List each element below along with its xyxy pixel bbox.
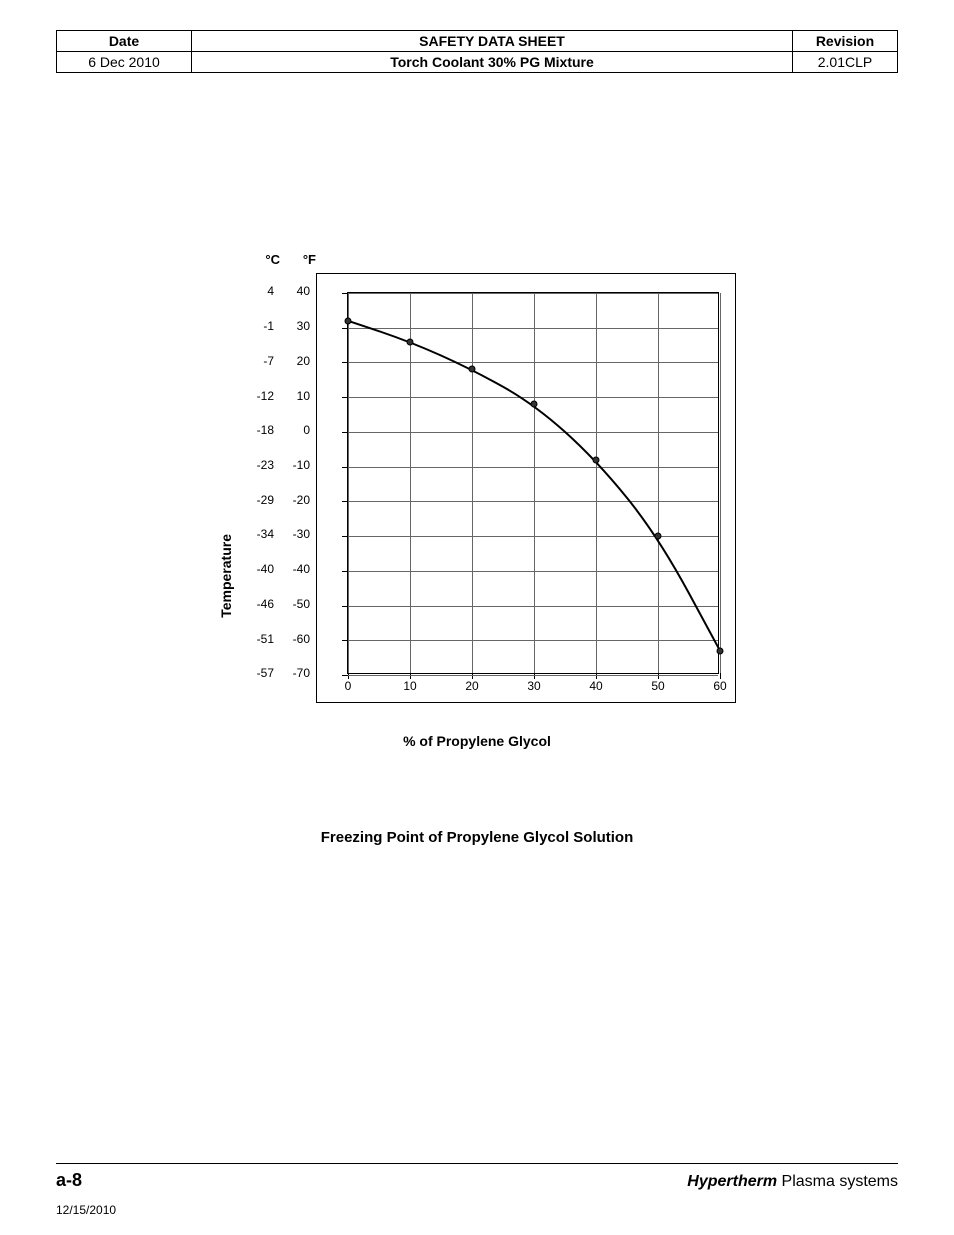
gridline [348,571,718,572]
header-table: Date SAFETY DATA SHEET Revision 6 Dec 20… [56,30,898,73]
page-number: a-8 [56,1170,82,1191]
ytick-f: 10 [280,378,316,413]
ytick [342,397,348,398]
gridline [348,397,718,398]
header-col-title: SAFETY DATA SHEET [192,31,793,52]
ytick-c: -40 [244,552,280,587]
header-val-title: Torch Coolant 30% PG Mixture [192,52,793,73]
data-point [593,456,600,463]
gridline [348,606,718,607]
gridline [348,293,349,673]
ytick [342,293,348,294]
ytick-c: -46 [244,586,280,621]
header-val-date: 6 Dec 2010 [57,52,192,73]
ytick-c: -51 [244,621,280,656]
xtick-label: 10 [403,679,416,693]
data-point [345,317,352,324]
ytick-f: 30 [280,309,316,344]
ytick-f: 20 [280,343,316,378]
gridline [348,501,718,502]
ytick-f: -20 [280,482,316,517]
xtick-label: 20 [465,679,478,693]
ytick-c: -34 [244,517,280,552]
ytick-c: -23 [244,448,280,483]
gridline [348,675,718,676]
x-axis-label: % of Propylene Glycol [403,733,551,749]
brand-rest: Plasma systems [777,1173,898,1190]
plot-inner: 0102030405060 [347,292,719,674]
footer-date: 12/15/2010 [56,1203,116,1217]
ytick-f: -60 [280,621,316,656]
xtick-label: 30 [527,679,540,693]
gridline [658,293,659,673]
ytick [342,467,348,468]
ytick [342,328,348,329]
ytick-c: 4 [244,274,280,309]
gridline [348,293,718,294]
brand-bold: Hypertherm [687,1173,777,1190]
gridline [410,293,411,673]
ytick-c: -12 [244,378,280,413]
chart-caption: Freezing Point of Propylene Glycol Solut… [321,829,634,846]
ytick [342,536,348,537]
gridline [472,293,473,673]
xtick-label: 60 [713,679,726,693]
y-header-f: °F [280,252,316,274]
ytick [342,675,348,676]
ytick-c: -7 [244,343,280,378]
data-point [717,647,724,654]
ytick-f: -40 [280,552,316,587]
ytick [342,571,348,572]
ytick-f: 40 [280,274,316,309]
y-axis-celsius: °C4-1-7-12-18-23-29-34-40-46-51-57 [244,252,280,691]
y-header-c: °C [244,252,280,274]
gridline [348,328,718,329]
ytick-c: -1 [244,309,280,344]
data-point [655,533,662,540]
xtick-label: 40 [589,679,602,693]
data-point [407,338,414,345]
gridline [348,640,718,641]
ytick-c: -29 [244,482,280,517]
ytick [342,432,348,433]
ytick [342,362,348,363]
gridline [348,362,718,363]
ytick-f: 0 [280,413,316,448]
ytick-f: -30 [280,517,316,552]
plot-area: 0 10 20 30 40 50 60 [316,273,736,703]
data-point [531,401,538,408]
ytick-c: -57 [244,656,280,691]
ytick [342,501,348,502]
header-col-revision: Revision [793,31,898,52]
ytick-f: -50 [280,586,316,621]
gridline [596,293,597,673]
ytick [342,640,348,641]
ytick-f: -10 [280,448,316,483]
ytick-c: -18 [244,413,280,448]
chart: Temperature °C4-1-7-12-18-23-29-34-40-46… [218,273,736,846]
ytick [342,606,348,607]
header-val-revision: 2.01CLP [793,52,898,73]
footer: a-8 Hypertherm Plasma systems [56,1163,898,1191]
gridline [348,536,718,537]
y-axis-fahrenheit: °F403020100-10-20-30-40-50-60-70 [280,252,316,691]
brand: Hypertherm Plasma systems [687,1173,898,1191]
xtick-label: 50 [651,679,664,693]
data-point [469,366,476,373]
gridline [720,293,721,673]
gridline [348,432,718,433]
header-col-date: Date [57,31,192,52]
gridline [534,293,535,673]
y-axis-label: Temperature [218,534,234,618]
xtick-label: 0 [345,679,352,693]
ytick-f: -70 [280,656,316,691]
gridline [348,467,718,468]
